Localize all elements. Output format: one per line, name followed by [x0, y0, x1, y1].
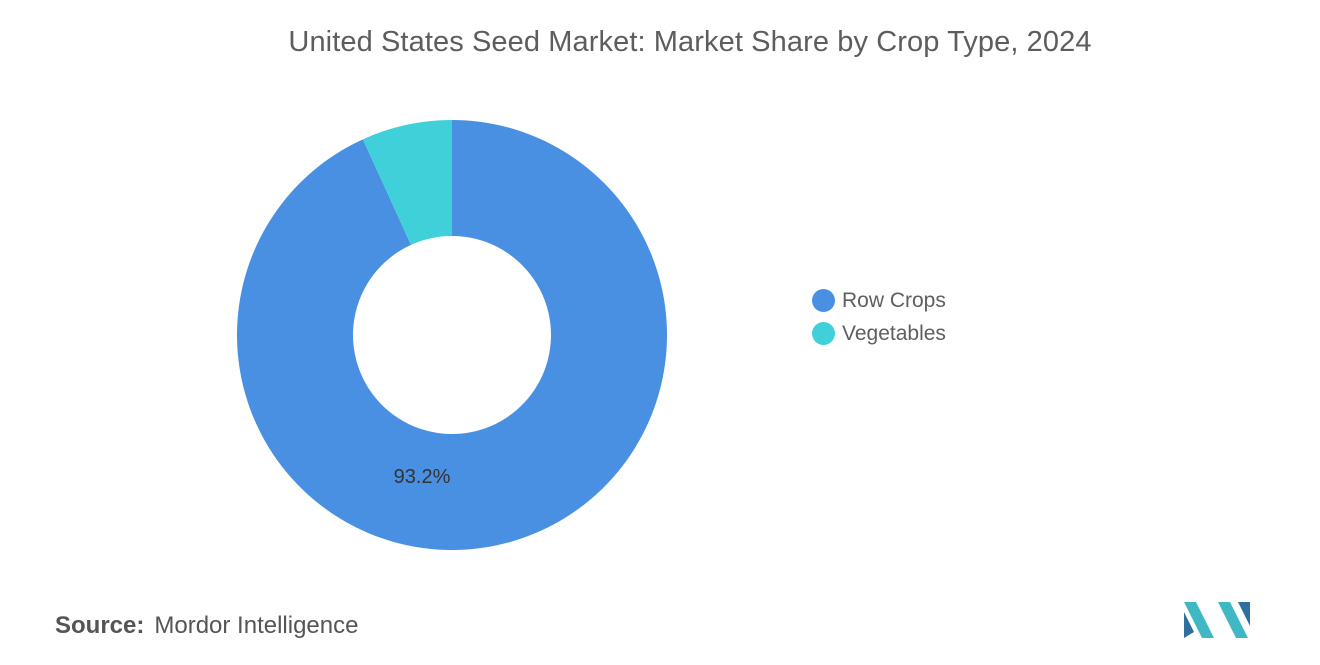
source-value: Mordor Intelligence — [154, 612, 359, 639]
legend-label-vegetables: Vegetables — [842, 321, 946, 345]
legend-label-row-crops: Row Crops — [842, 288, 946, 312]
data-label-row-crops: 93.2% — [394, 466, 451, 488]
source-note: Source: Mordor Intelligence — [55, 612, 358, 640]
slice-vegetables[interactable] — [362, 120, 452, 245]
legend-swatch-vegetables — [812, 322, 835, 345]
legend-item-vegetables[interactable]: Vegetables — [812, 317, 946, 350]
legend: Row Crops Vegetables — [812, 284, 946, 350]
source-label: Source: — [55, 612, 145, 639]
mordor-intelligence-logo-icon — [1184, 602, 1250, 638]
chart-title: United States Seed Market: Market Share … — [288, 26, 1092, 58]
slice-row-crops[interactable] — [236, 120, 667, 550]
legend-swatch-row-crops — [812, 289, 835, 312]
legend-item-row-crops[interactable]: Row Crops — [812, 284, 946, 317]
